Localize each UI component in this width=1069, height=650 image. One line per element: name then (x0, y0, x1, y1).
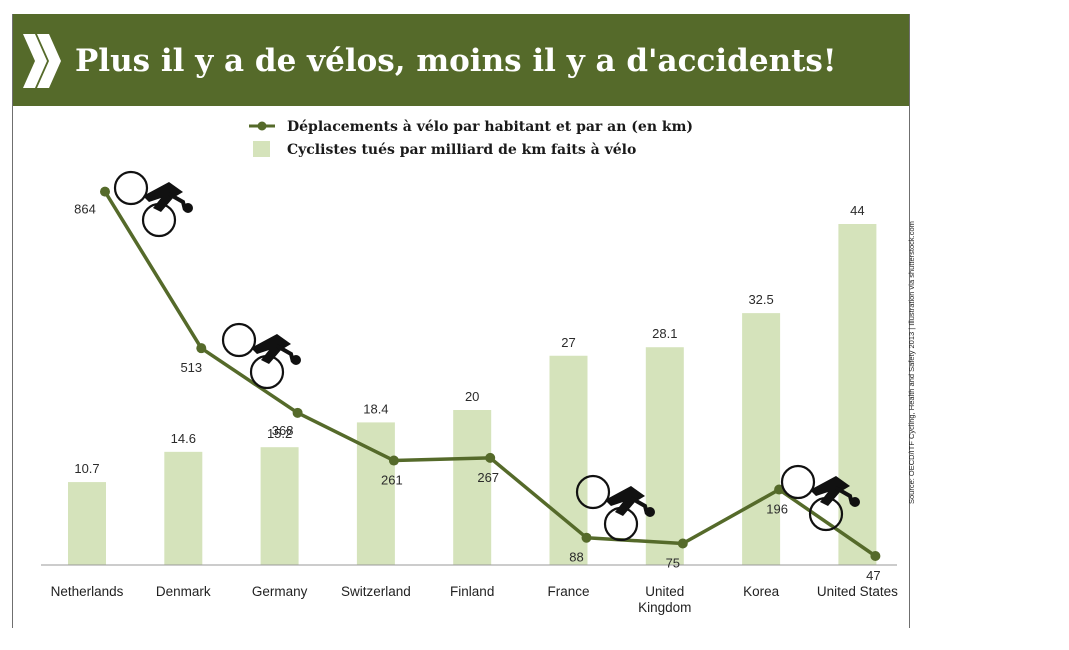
bar-5 (453, 410, 492, 565)
legend-label-bar: Cyclistes tués par milliard de km faits … (287, 142, 636, 158)
category-label: France (547, 584, 589, 599)
line-value-label: 368 (272, 423, 294, 438)
line-point (677, 538, 688, 549)
line-value-label: 261 (381, 473, 403, 488)
line-value-label: 864 (74, 202, 96, 217)
category-label: Germany (252, 584, 308, 599)
cyclist-icon (575, 474, 655, 542)
legend: Déplacements à vélo par habitant et par … (249, 119, 693, 158)
double-chevron-icon (23, 34, 61, 88)
category-label: Switzerland (341, 584, 411, 599)
bar-7 (645, 347, 684, 565)
legend-line-marker (257, 121, 267, 131)
line-value-label: 88 (569, 550, 583, 565)
legend-bar-swatch (253, 141, 270, 157)
legend-label-line: Déplacements à vélo par habitant et par … (287, 119, 693, 135)
category-label: Korea (743, 584, 780, 599)
category-label: Kingdom (638, 600, 691, 615)
line-value-label: 267 (477, 470, 499, 485)
cyclist-icon (113, 170, 193, 238)
bar-value-label: 27 (561, 335, 575, 350)
bar-3 (260, 447, 299, 565)
line-point (870, 551, 881, 561)
bar-value-label: 44 (850, 203, 864, 218)
line-point (292, 407, 303, 418)
line-value-label: 196 (766, 502, 788, 517)
line-value-label: 513 (180, 360, 202, 375)
bar-1 (68, 482, 106, 565)
line-value-label: 47 (866, 568, 880, 583)
bar-6 (549, 355, 588, 565)
chart-plot: Déplacements à vélo par habitant et par … (41, 119, 898, 615)
source-note: Source: OECD/ITF Cycling, Health and Saf… (907, 221, 916, 504)
bar-value-label: 14.6 (171, 431, 196, 446)
line-point (388, 455, 399, 466)
line-value-label: 75 (666, 556, 680, 571)
cyclist-icon (221, 322, 301, 390)
cyclist-icon (780, 464, 860, 532)
title-banner: Plus il y a de vélos, moins il y a d'acc… (13, 14, 909, 106)
bar-value-label: 15.2 (267, 426, 292, 441)
line-point (485, 452, 496, 463)
chart-frame: Plus il y a de vélos, moins il y a d'acc… (12, 14, 916, 628)
category-label: Netherlands (51, 584, 124, 599)
line-point (774, 484, 785, 495)
bar-8 (742, 313, 781, 565)
bar-9 (838, 224, 877, 565)
bar-value-label: 10.7 (74, 461, 99, 476)
category-label: United (645, 584, 684, 599)
line-point (100, 186, 110, 197)
chart-title: Plus il y a de vélos, moins il y a d'acc… (75, 43, 837, 79)
bar-value-label: 18.4 (363, 401, 388, 416)
bar-value-label: 28.1 (652, 326, 677, 341)
bar-value-label: 32.5 (748, 292, 773, 307)
category-label: United States (817, 584, 898, 599)
line-point (581, 532, 592, 543)
line-point (196, 343, 207, 354)
bar-2 (164, 451, 203, 565)
bar-value-label: 20 (465, 389, 479, 404)
category-label: Denmark (156, 584, 211, 599)
category-label: Finland (450, 584, 494, 599)
